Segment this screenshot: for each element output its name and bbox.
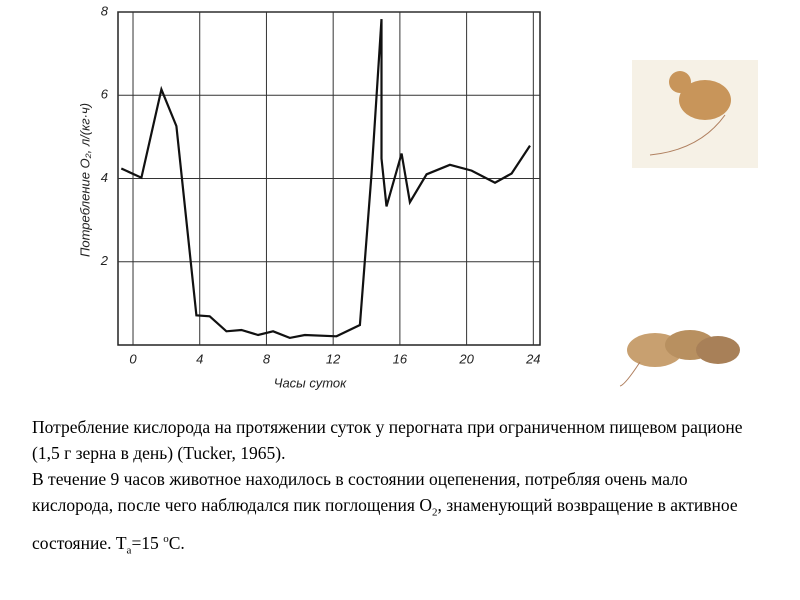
mice-picture — [619, 330, 740, 387]
subscript: a — [126, 543, 132, 556]
x-tick-label: 0 — [129, 351, 137, 366]
chart: Потребление O₂, л/(кг·ч) Часы суток 2468… — [77, 3, 758, 390]
caption: Потребление кислорода на протяжении суто… — [32, 414, 772, 563]
data-line — [120, 19, 531, 340]
superscript: o — [163, 532, 169, 545]
y-axis-label: Потребление O₂, л/(кг·ч) — [77, 103, 92, 257]
subscript: 2 — [431, 506, 438, 519]
y-tick-label: 6 — [101, 87, 109, 102]
x-tick-label: 12 — [326, 351, 341, 366]
caption-paragraph: Потребление кислорода на протяжении суто… — [32, 417, 743, 463]
text: =15 — [131, 532, 164, 553]
caption-paragraph: В течение 9 часов животное находилось в … — [32, 466, 772, 563]
y-tick-label: 4 — [101, 170, 108, 185]
x-axis-label: Часы суток — [274, 375, 347, 390]
x-tick-label: 20 — [458, 351, 474, 366]
x-tick-label: 16 — [393, 351, 408, 366]
x-tick-label: 24 — [525, 351, 540, 366]
mouse-picture — [632, 60, 758, 168]
text: C. — [168, 532, 185, 553]
text: , знаменующий возвращение в активное сос… — [32, 495, 738, 553]
text: В течение 9 часов животное находилось в … — [32, 469, 688, 515]
y-tick-label: 2 — [100, 253, 109, 268]
x-tick-label: 4 — [196, 351, 203, 366]
y-tick-label: 8 — [101, 3, 109, 18]
x-tick-label: 8 — [263, 351, 271, 366]
